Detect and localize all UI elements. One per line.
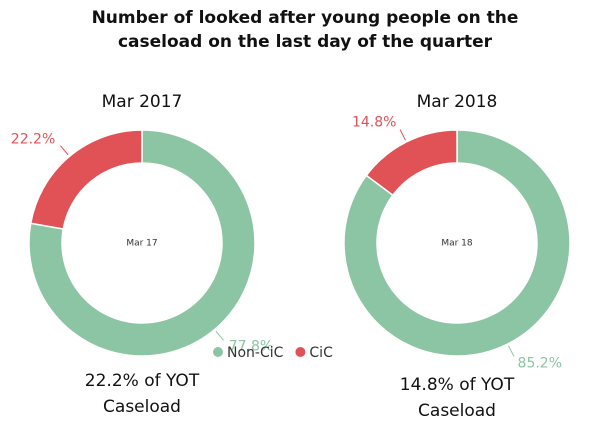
legend-label: CiC [309,345,333,361]
leader-line [60,145,69,156]
donut-slice [343,129,571,357]
data-label: 14.8% [352,114,396,130]
caption: 14.8% of YOT Caseload [399,375,515,421]
donut-slice [29,129,143,230]
legend-label: Non-CiC [227,345,284,361]
legend-swatch [295,347,306,357]
leader-line [215,330,224,341]
chart-subtitle: Mar 2018 [417,92,498,112]
leader-line [508,345,515,357]
donut-slice [365,129,458,197]
caption: 22.2% of YOT Caseload [84,371,200,417]
data-label: 85.2% [518,356,562,372]
legend-swatch [213,347,223,357]
data-label: 22.2% [11,132,55,148]
chart-subtitle: Mar 2017 [102,92,183,112]
center-label: Mar 17 [126,239,157,249]
center-label: Mar 18 [441,239,473,249]
data-label: 77.8% [229,338,273,354]
leader-line [399,129,406,141]
donut-slice [28,129,256,357]
page-title: Number of looked after young people on t… [91,8,519,52]
